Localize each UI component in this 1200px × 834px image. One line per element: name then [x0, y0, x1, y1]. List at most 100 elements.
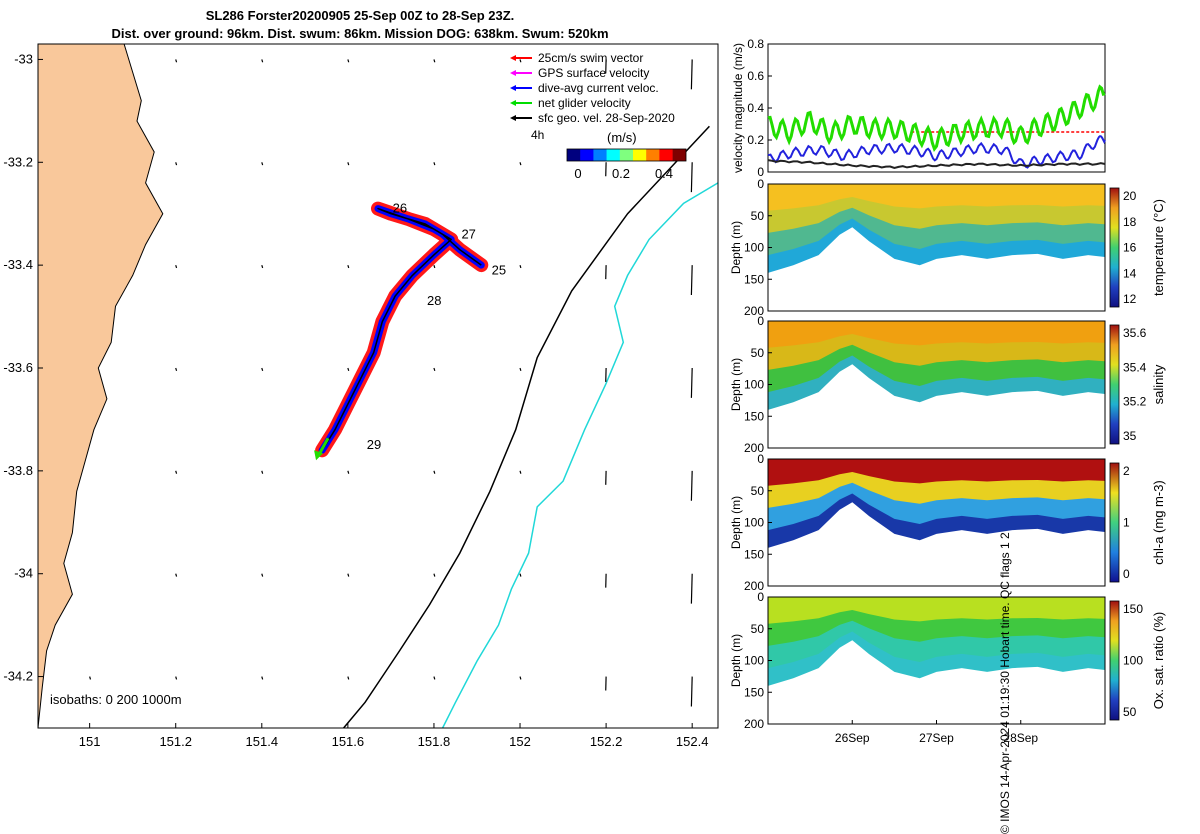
- geo-vel-arrow: [520, 59, 521, 62]
- geo-vel-arrow: [262, 574, 263, 577]
- depth-tick-label: 200: [744, 717, 764, 731]
- colorbar-tick-label: 35.2: [1123, 395, 1147, 409]
- geo-vel-arrow: [176, 574, 177, 577]
- section-ylabel: Depth (m): [729, 358, 743, 411]
- colorbar-tick-label: 1: [1123, 516, 1130, 530]
- legend-label: net glider velocity: [538, 96, 631, 110]
- geo-vel-arrow: [176, 162, 177, 165]
- depth-tick-label: 150: [744, 272, 764, 286]
- depth-tick-label: 50: [751, 622, 765, 636]
- colorbar-swatch: [567, 149, 581, 161]
- colorbar-tick-label: 12: [1123, 292, 1137, 306]
- colorbar-swatch: [673, 149, 687, 161]
- legend-arrowhead: [510, 85, 516, 91]
- section-colorbar: [1110, 188, 1119, 307]
- geo-vel-arrow: [348, 265, 349, 268]
- colorbar-label: (m/s): [607, 130, 637, 145]
- colorbar-tick-label: 35.6: [1123, 326, 1147, 340]
- colorbar-tick-label: 0: [574, 166, 581, 181]
- colorbar-swatch: [593, 149, 607, 161]
- colorbar-tick-label: 16: [1123, 241, 1137, 255]
- colorbar-swatch: [659, 149, 673, 161]
- geo-vel-arrow: [348, 677, 349, 680]
- colorbar-swatch: [607, 149, 621, 161]
- colorbar-tick-label: 150: [1123, 602, 1143, 616]
- geo-vel-arrow: [691, 471, 692, 501]
- map-ytick-label: -33.8: [3, 463, 33, 478]
- geo-vel-arrow: [691, 677, 692, 707]
- depth-tick-label: 0: [757, 177, 764, 191]
- velocity-ytick-label: 0.8: [747, 37, 764, 51]
- geo-vel-arrow: [262, 368, 263, 371]
- geo-vel-arrow: [262, 162, 263, 165]
- glider-track: [322, 209, 481, 451]
- legend-arrowhead: [510, 55, 516, 61]
- geo-vel-arrow: [262, 471, 263, 474]
- map-ytick-label: -33.6: [3, 360, 33, 375]
- map-xtick-label: 152.4: [676, 734, 709, 749]
- section-colorbar: [1110, 325, 1119, 444]
- legend-label: dive-avg current veloc.: [538, 81, 659, 95]
- geo-vel-arrow: [176, 59, 177, 62]
- geo-vel-arrow: [434, 265, 435, 268]
- map-colorbar: 0 0.2 0.4: [567, 149, 686, 181]
- section-colorbar-label: salinity: [1151, 364, 1166, 404]
- colorbar-tick-label: 0: [1123, 567, 1130, 581]
- geo-vel-arrow: [176, 368, 177, 371]
- colorbar-tick-label: 14: [1123, 266, 1137, 280]
- day-label-29: 29: [367, 437, 381, 452]
- day-label-26: 26: [393, 201, 407, 216]
- geo-vel-arrow: [262, 677, 263, 680]
- geo-vel-arrow: [520, 677, 521, 680]
- depth-tick-label: 100: [744, 654, 764, 668]
- velocity-ytick-label: 0.6: [747, 69, 764, 83]
- geo-vel-arrow: [262, 59, 263, 62]
- map-xtick-label: 152.2: [590, 734, 623, 749]
- geo-vel-arrow: [434, 471, 435, 474]
- colorbar-tick-label: 2: [1123, 464, 1130, 478]
- section-colorbar-label: chl-a (mg m-3): [1151, 480, 1166, 565]
- colorbar-swatch: [620, 149, 634, 161]
- map-xtick-label: 151.4: [246, 734, 279, 749]
- depth-tick-label: 50: [751, 346, 765, 360]
- geo-vel-arrow: [520, 471, 521, 474]
- land-coastline: [38, 44, 163, 728]
- legend-arrowhead: [510, 100, 516, 106]
- depth-tick-label: 0: [757, 452, 764, 466]
- velocity-ytick-label: 0.4: [747, 101, 764, 115]
- depth-tick-label: 100: [744, 378, 764, 392]
- map-xtick-label: 151.2: [159, 734, 192, 749]
- map-ytick-label: -33: [14, 51, 33, 66]
- geo-vel-arrow: [691, 162, 692, 192]
- depth-tick-label: 150: [744, 547, 764, 561]
- map-xtick-label: 151.6: [332, 734, 365, 749]
- geo-vel-arrow: [691, 59, 692, 89]
- colorbar-swatch: [646, 149, 660, 161]
- colorbar-tick-label: 0.4: [655, 166, 673, 181]
- colorbar-tick-label: 20: [1123, 189, 1137, 203]
- day-label-28: 28: [427, 293, 441, 308]
- depth-tick-label: 150: [744, 409, 764, 423]
- geo-vel-arrow: [348, 574, 349, 577]
- geo-vel-arrow: [520, 162, 521, 165]
- geo-vel-arrow: [691, 574, 692, 604]
- date-tick-label: 26Sep: [835, 731, 870, 745]
- geo-vel-arrow: [434, 162, 435, 165]
- legend-label: 25cm/s swim vector: [538, 51, 643, 65]
- legend-label: GPS surface velocity: [538, 66, 649, 80]
- geo-vel-arrow: [176, 471, 177, 474]
- geo-vel-arrow: [520, 265, 521, 268]
- depth-tick-label: 50: [751, 484, 765, 498]
- geo-vel-arrow: [348, 59, 349, 62]
- geo-vel-arrow: [691, 265, 692, 295]
- geo-vel-arrow: [262, 265, 263, 268]
- colorbar-tick-label: 0.2: [612, 166, 630, 181]
- colorbar-tick-label: 100: [1123, 654, 1143, 668]
- colorbar-tick-label: 50: [1123, 705, 1137, 719]
- day-label-27: 27: [461, 226, 475, 241]
- credit-text: © IMOS 14-Apr-2024 01:19:30 Hobart time.…: [998, 474, 1012, 834]
